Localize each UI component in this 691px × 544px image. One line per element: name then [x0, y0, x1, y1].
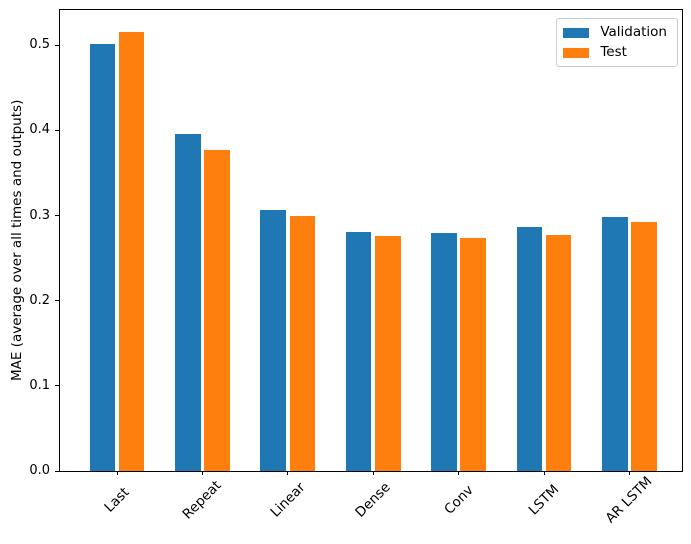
bar-test-repeat [204, 149, 230, 471]
y-tick-label-0.2: 0.2 [29, 292, 50, 308]
y-tick-mark-0.3 [55, 215, 59, 216]
x-tick-mark-conv [458, 471, 460, 475]
bar-validation-last [89, 44, 116, 471]
y-tick-mark-0.4 [55, 129, 59, 131]
legend: Validation Test [556, 18, 678, 67]
y-tick-mark-0.2 [55, 300, 59, 302]
x-tick-label-text-linear: Linear [267, 479, 309, 521]
legend-entry-test: Test [563, 45, 667, 60]
y-tick-label-0.0: 0.0 [29, 463, 50, 478]
bar-validation-lstm [516, 227, 543, 471]
bar-test-dense [375, 235, 401, 471]
bar-validation-linear [260, 210, 286, 471]
x-tick-mark-last [116, 471, 118, 475]
bar-test-ar-lstm [631, 222, 657, 471]
y-tick-label-0.4: 0.4 [29, 122, 50, 138]
x-tick-mark-dense [372, 471, 374, 475]
x-tick-mark-linear [287, 471, 289, 475]
x-tick-label-text-dense: Dense [352, 479, 394, 521]
x-tick-label-text-conv: Conv [440, 482, 477, 518]
legend-swatch-validation [563, 27, 590, 38]
legend-label-validation: Validation [600, 24, 667, 40]
plot-area: 0.0 0.1 0.2 0.3 0.4 0.5 Last Repeat Linear Dense… [29, 9, 683, 526]
bar-test-last [118, 31, 145, 471]
bar-test-linear [289, 216, 316, 471]
x-tick-label-text-last: Last [101, 484, 133, 516]
bar-validation-ar-lstm [602, 217, 628, 471]
y-tick-mark-0.0 [55, 470, 59, 472]
legend-label-test: Test [600, 44, 627, 60]
legend-swatch-test [563, 47, 590, 58]
bar-validation-dense [345, 231, 372, 471]
y-tick-label-0.3: 0.3 [29, 207, 50, 223]
x-tick-mark-ar-lstm [628, 471, 630, 475]
y-tick-label-0.5: 0.5 [29, 37, 50, 53]
y-tick-mark-0.1 [55, 385, 59, 387]
y-tick-mark-0.5 [55, 44, 59, 46]
x-tick-label-text-repeat: Repeat [179, 477, 225, 523]
bar-test-conv [460, 237, 486, 471]
bar-test-lstm [545, 235, 572, 471]
x-tick-label-text-ar-lstm: AR LSTM [602, 473, 656, 527]
bar-validation-repeat [175, 133, 201, 471]
x-tick-mark-repeat [201, 471, 203, 475]
y-axis-label: MAE (average over all times and outputs) [9, 99, 25, 382]
y-tick-label-0.1: 0.1 [29, 377, 50, 393]
x-tick-label-text-lstm: LSTM [525, 481, 563, 519]
bar-validation-conv [431, 232, 457, 471]
legend-entry-validation: Validation [563, 25, 667, 40]
x-tick-mark-lstm [543, 471, 545, 475]
